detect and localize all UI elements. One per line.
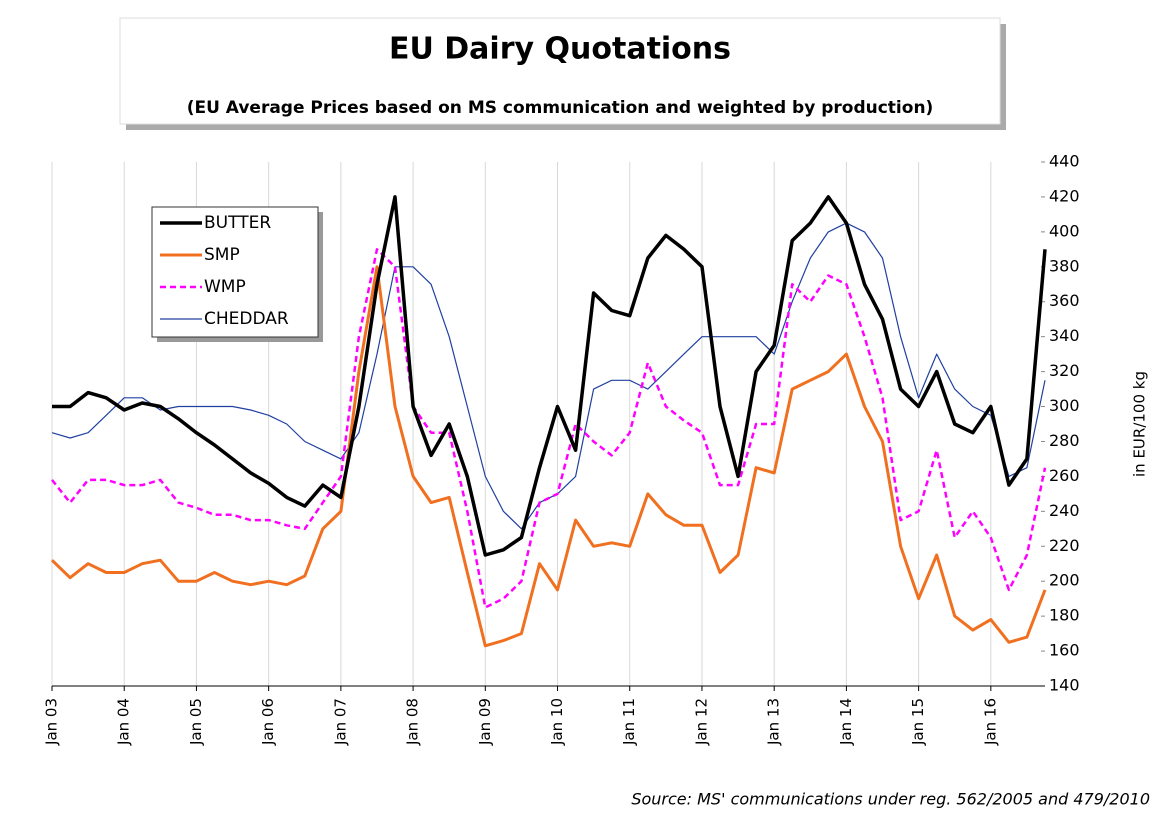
y-tick-label: 200 bbox=[1049, 571, 1080, 590]
y-tick-label: 380 bbox=[1049, 256, 1080, 275]
x-tick-label: Jan 13 bbox=[765, 698, 783, 746]
y-tick-label: 280 bbox=[1049, 431, 1080, 450]
x-tick-label: Jan 04 bbox=[115, 698, 133, 746]
legend-label: SMP bbox=[204, 245, 240, 265]
y-tick-label: 160 bbox=[1049, 641, 1080, 660]
chart-title: EU Dairy Quotations bbox=[389, 32, 731, 67]
y-tick-label: 440 bbox=[1049, 152, 1080, 171]
series-line bbox=[50, 265, 1047, 648]
y-tick-label: 320 bbox=[1049, 361, 1080, 380]
source-note: Source: MS' communications under reg. 56… bbox=[631, 790, 1150, 809]
x-tick-label: Jan 12 bbox=[692, 698, 710, 746]
y-tick-label: 420 bbox=[1049, 186, 1080, 205]
x-tick-label: Jan 07 bbox=[331, 698, 349, 746]
x-tick-label: Jan 09 bbox=[476, 698, 494, 746]
legend-label: CHEDDAR bbox=[204, 309, 289, 329]
y-tick-label: 220 bbox=[1049, 536, 1080, 555]
y-tick-label: 140 bbox=[1049, 676, 1080, 695]
x-tick-label: Jan 14 bbox=[837, 698, 855, 746]
x-tick-label: Jan 03 bbox=[43, 698, 61, 746]
legend-label: BUTTER bbox=[204, 213, 271, 233]
x-tick-label: Jan 16 bbox=[981, 698, 999, 746]
legend-box bbox=[151, 206, 319, 338]
x-tick-label: Jan 15 bbox=[909, 698, 927, 746]
chart-subtitle: (EU Average Prices based on MS communica… bbox=[187, 98, 934, 118]
y-tick-label: 300 bbox=[1049, 396, 1080, 415]
series-line bbox=[52, 195, 1047, 557]
title-box bbox=[119, 17, 1001, 125]
x-tick-label: Jan 08 bbox=[404, 698, 422, 746]
series-line bbox=[51, 248, 1047, 609]
y-tick-label: 180 bbox=[1049, 606, 1080, 625]
legend-label: WMP bbox=[204, 277, 246, 297]
y-tick-label: 400 bbox=[1049, 221, 1080, 240]
y-tick-label: 340 bbox=[1049, 326, 1080, 345]
y-tick-label: 360 bbox=[1049, 291, 1080, 310]
x-tick-label: Jan 11 bbox=[620, 698, 638, 746]
y-axis-title: in EUR/100 kg bbox=[1131, 371, 1149, 477]
y-tick-label: 260 bbox=[1049, 466, 1080, 485]
x-tick-label: Jan 10 bbox=[548, 698, 566, 746]
x-tick-label: Jan 06 bbox=[259, 698, 277, 746]
y-tick-label: 240 bbox=[1049, 501, 1080, 520]
x-tick-label: Jan 05 bbox=[187, 698, 205, 746]
